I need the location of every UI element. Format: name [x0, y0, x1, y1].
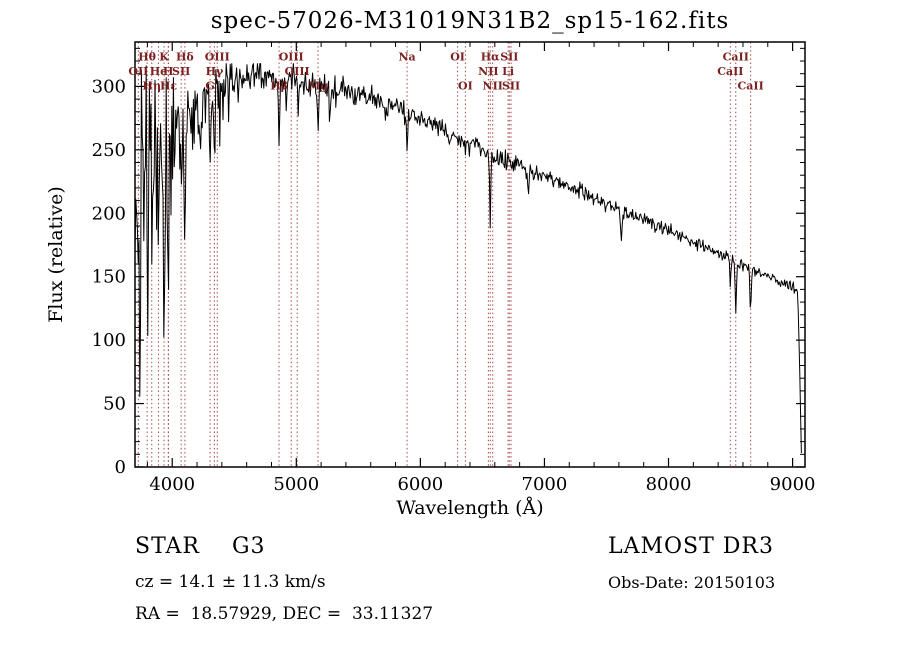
svg-text:Li: Li	[502, 65, 514, 78]
svg-text:SII: SII	[500, 51, 518, 64]
svg-text:Hβ: Hβ	[270, 80, 288, 93]
svg-text:0: 0	[115, 457, 126, 478]
obs-date-value: Obs-Date: 20150103	[608, 573, 776, 592]
svg-text:CaII: CaII	[717, 65, 743, 78]
survey-label: LAMOST DR3	[608, 534, 774, 559]
svg-text:NII: NII	[478, 65, 498, 78]
svg-text:Hα: Hα	[481, 51, 500, 64]
svg-text:Hδ: Hδ	[176, 51, 194, 64]
svg-text:Mg: Mg	[308, 80, 328, 93]
svg-text:Hγ: Hγ	[206, 65, 224, 78]
svg-text:CaII: CaII	[738, 80, 764, 93]
svg-text:8000: 8000	[646, 474, 692, 495]
svg-text:9000: 9000	[770, 474, 816, 495]
svg-text:Flux (relative): Flux (relative)	[45, 186, 67, 323]
svg-text:6000: 6000	[397, 474, 443, 495]
spectral-line-markers	[137, 42, 752, 467]
svg-text:H: H	[163, 65, 173, 78]
svg-text:Hθ: Hθ	[138, 51, 156, 64]
svg-text:200: 200	[92, 203, 126, 224]
svg-text:OI: OI	[458, 80, 473, 93]
object-class-label: STAR G3	[135, 534, 266, 559]
tick-labels: 4000 5000 6000 7000 8000 9000 0 50 100 150 200 250 3…	[92, 76, 816, 495]
svg-text:7000: 7000	[522, 474, 568, 495]
svg-text:G: G	[205, 80, 214, 93]
svg-text:OIII: OIII	[205, 51, 230, 64]
svg-text:OI: OI	[450, 51, 465, 64]
svg-text:NII: NII	[483, 80, 503, 93]
svg-text:OIII: OIII	[279, 51, 304, 64]
plot-axes	[134, 41, 806, 468]
spectrum-trace	[134, 63, 802, 454]
page-title: spec-57026-M31019N31B2_sp15-162.fits	[210, 8, 730, 34]
svg-text:Hε: Hε	[160, 80, 177, 93]
svg-text:50: 50	[103, 394, 126, 415]
ra-dec-value: RA = 18.57929, DEC = 33.11327	[135, 604, 434, 624]
svg-text:Na: Na	[399, 51, 416, 64]
svg-text:OIII: OIII	[285, 65, 310, 78]
svg-text:SII: SII	[172, 65, 190, 78]
axis-labels: Wavelength (Å) Flux (relative)	[45, 186, 544, 519]
svg-text:300: 300	[92, 76, 126, 97]
svg-text:Wavelength (Å): Wavelength (Å)	[396, 497, 543, 519]
svg-text:5000: 5000	[273, 474, 319, 495]
cz-value: cz = 14.1 ± 11.3 km/s	[135, 572, 326, 592]
svg-text:SII: SII	[502, 80, 520, 93]
svg-text:OII: OII	[128, 65, 148, 78]
svg-text:He: He	[150, 65, 167, 78]
svg-text:250: 250	[92, 140, 126, 161]
svg-text:CaII: CaII	[723, 51, 749, 64]
svg-text:150: 150	[92, 267, 126, 288]
svg-text:K: K	[159, 51, 169, 64]
svg-text:Hη: Hη	[143, 80, 161, 93]
svg-text:100: 100	[92, 330, 126, 351]
svg-text:4000: 4000	[149, 474, 195, 495]
